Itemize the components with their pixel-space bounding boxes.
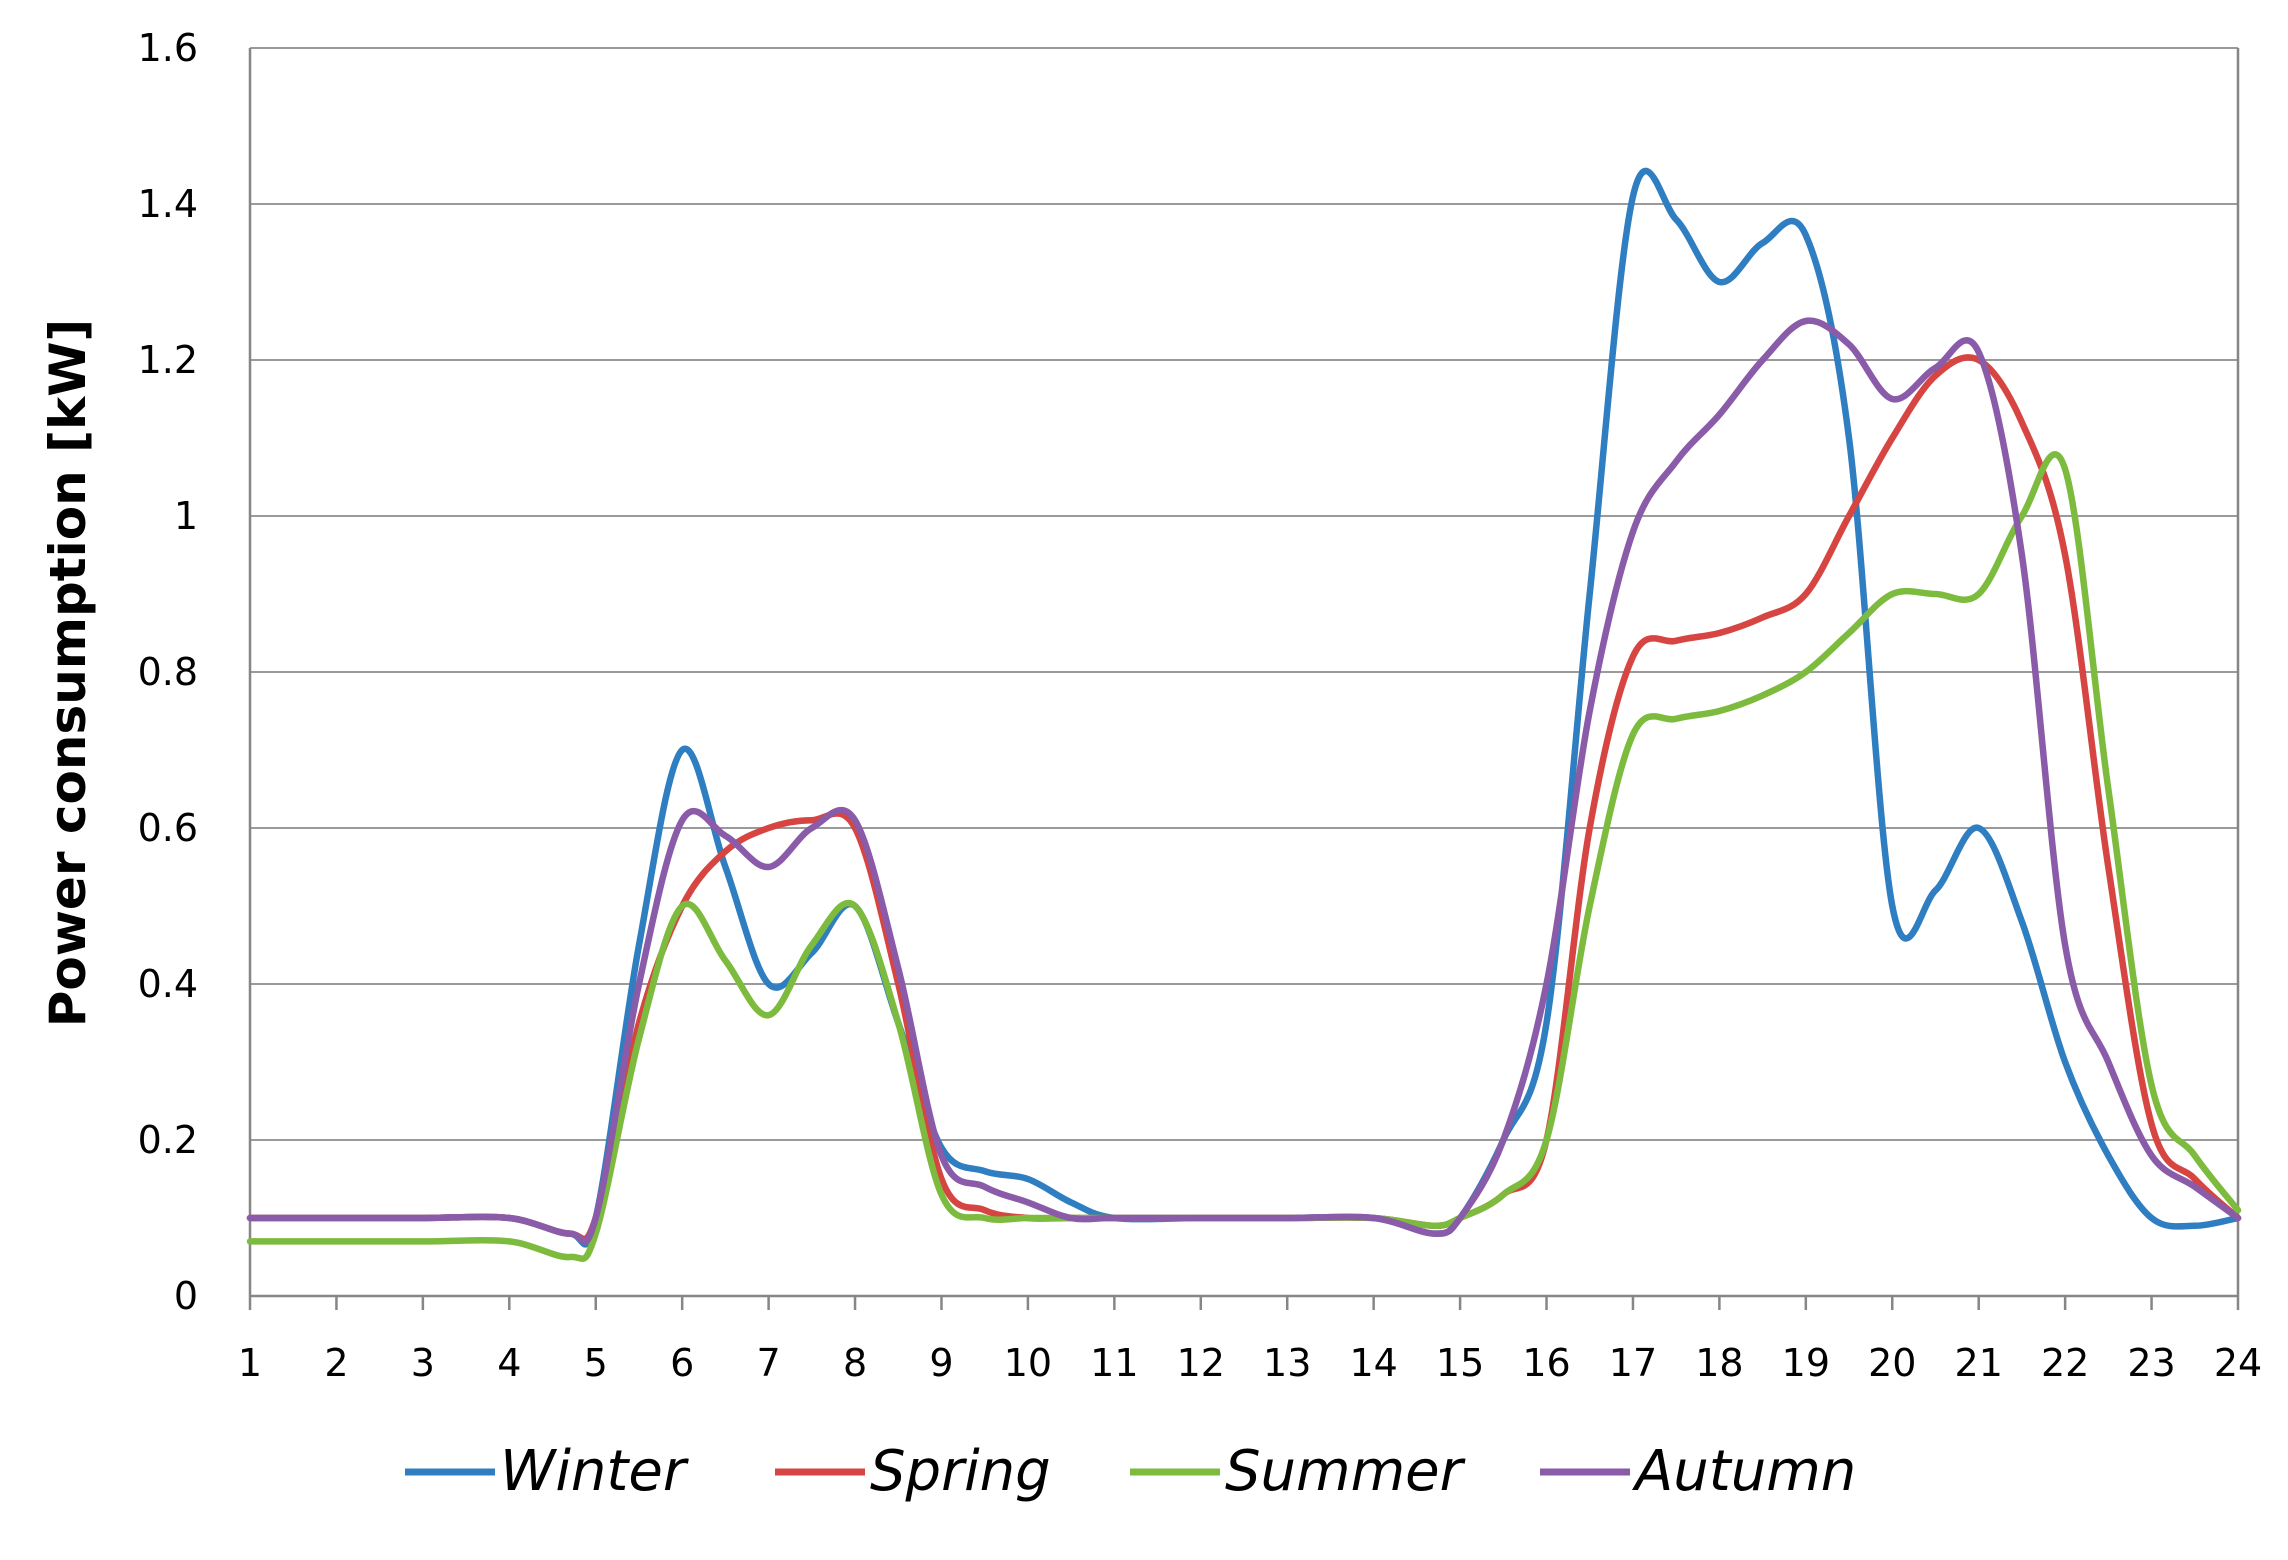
x-tick-label: 19: [1782, 1341, 1830, 1385]
x-tick-label: 3: [411, 1341, 435, 1385]
legend-label-autumn: Autumn: [1632, 1439, 1856, 1504]
x-tick-label: 16: [1522, 1341, 1570, 1385]
series-line-summer: [246, 451, 2242, 1262]
x-tick-label: 18: [1695, 1341, 1743, 1385]
x-tick-label: 20: [1868, 1341, 1916, 1385]
y-tick-label: 1.6: [138, 26, 198, 70]
x-tick-label: 12: [1177, 1341, 1225, 1385]
x-tick-label: 10: [1004, 1341, 1052, 1385]
x-tick-label: 6: [670, 1341, 694, 1385]
series-line-winter: [246, 167, 2242, 1248]
y-tick-label: 0.8: [138, 650, 198, 694]
y-axis-tick-labels: 0 0.2 0.4 0.6 0.8 1 1.2 1.4 1.6: [138, 26, 198, 1318]
y-tick-label: 0: [174, 1274, 198, 1318]
x-tick-label: 2: [324, 1341, 348, 1385]
x-tick-label: 15: [1436, 1341, 1484, 1385]
x-tick-label: 24: [2214, 1341, 2262, 1385]
series-line-spring: [246, 354, 2242, 1243]
series-lines: [246, 167, 2242, 1262]
x-tick-label: 17: [1609, 1341, 1657, 1385]
legend: Winter Spring Summer Autumn: [405, 1439, 1856, 1504]
x-tick-label: 5: [584, 1341, 608, 1385]
x-tick-label: 9: [929, 1341, 953, 1385]
y-tick-label: 0.6: [138, 806, 198, 850]
y-tick-label: 0.2: [138, 1118, 198, 1162]
legend-label-winter: Winter: [500, 1439, 689, 1504]
legend-label-spring: Spring: [870, 1439, 1051, 1504]
gridlines: [250, 47, 2238, 1141]
x-tick-label: 14: [1349, 1341, 1397, 1385]
x-tick-label: 21: [1955, 1341, 2003, 1385]
y-tick-label: 1.4: [138, 182, 198, 226]
x-tick-label: 11: [1090, 1341, 1138, 1385]
y-tick-label: 0.4: [138, 962, 198, 1006]
x-tick-label: 23: [2127, 1341, 2175, 1385]
x-tick-label: 22: [2041, 1341, 2089, 1385]
x-tick-label: 13: [1263, 1341, 1311, 1385]
y-axis-title: Power consumption [kW]: [39, 319, 97, 1028]
axes: [248, 48, 2240, 1310]
y-tick-label: 1: [174, 494, 198, 538]
x-tick-label: 8: [843, 1341, 867, 1385]
series-line-autumn: [246, 317, 2242, 1245]
legend-label-summer: Summer: [1225, 1439, 1466, 1504]
x-tick-label: 7: [757, 1341, 781, 1385]
x-tick-label: 1: [238, 1341, 262, 1385]
y-tick-label: 1.2: [138, 338, 198, 382]
x-tick-label: 4: [497, 1341, 521, 1385]
x-axis-tick-labels: 1 2 3 4 5 6 7 8 9 10 11 12 13 14 15 16 17 18 19 20 21 22 23 24: [238, 1341, 2262, 1385]
